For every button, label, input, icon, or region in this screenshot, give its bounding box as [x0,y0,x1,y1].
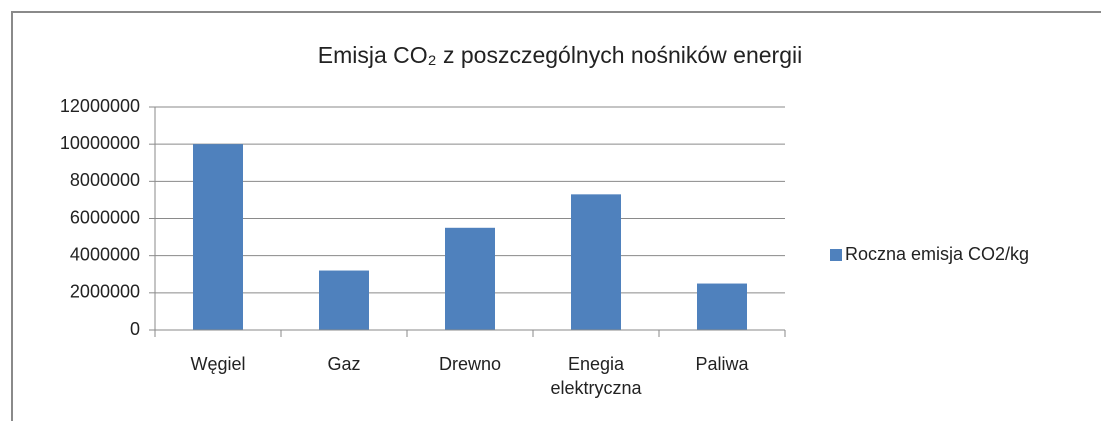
bar [319,270,369,330]
y-tick-label: 10000000 [60,133,140,153]
bar [193,144,243,330]
y-tick-label: 0 [130,319,140,339]
y-tick-label: 8000000 [70,170,140,190]
x-tick-label: Paliwa [695,354,749,374]
legend-swatch [830,249,842,261]
y-tick-label: 12000000 [60,96,140,116]
chart-title: Emisja CO₂ z poszczególnych nośników ene… [318,42,802,68]
bar [571,194,621,330]
x-tick-label: Drewno [438,354,502,374]
x-tick-label: Enegia elektryczna [550,354,642,398]
y-tick-label: 6000000 [70,207,140,227]
legend-label: Roczna emisja CO2/kg [845,244,1029,264]
x-tick-label: Węgiel [190,354,246,374]
y-tick-label: 4000000 [70,244,140,264]
bar [697,283,747,330]
x-tick-label: Gaz [327,354,361,374]
y-tick-label: 2000000 [70,282,140,302]
bar [445,227,495,330]
